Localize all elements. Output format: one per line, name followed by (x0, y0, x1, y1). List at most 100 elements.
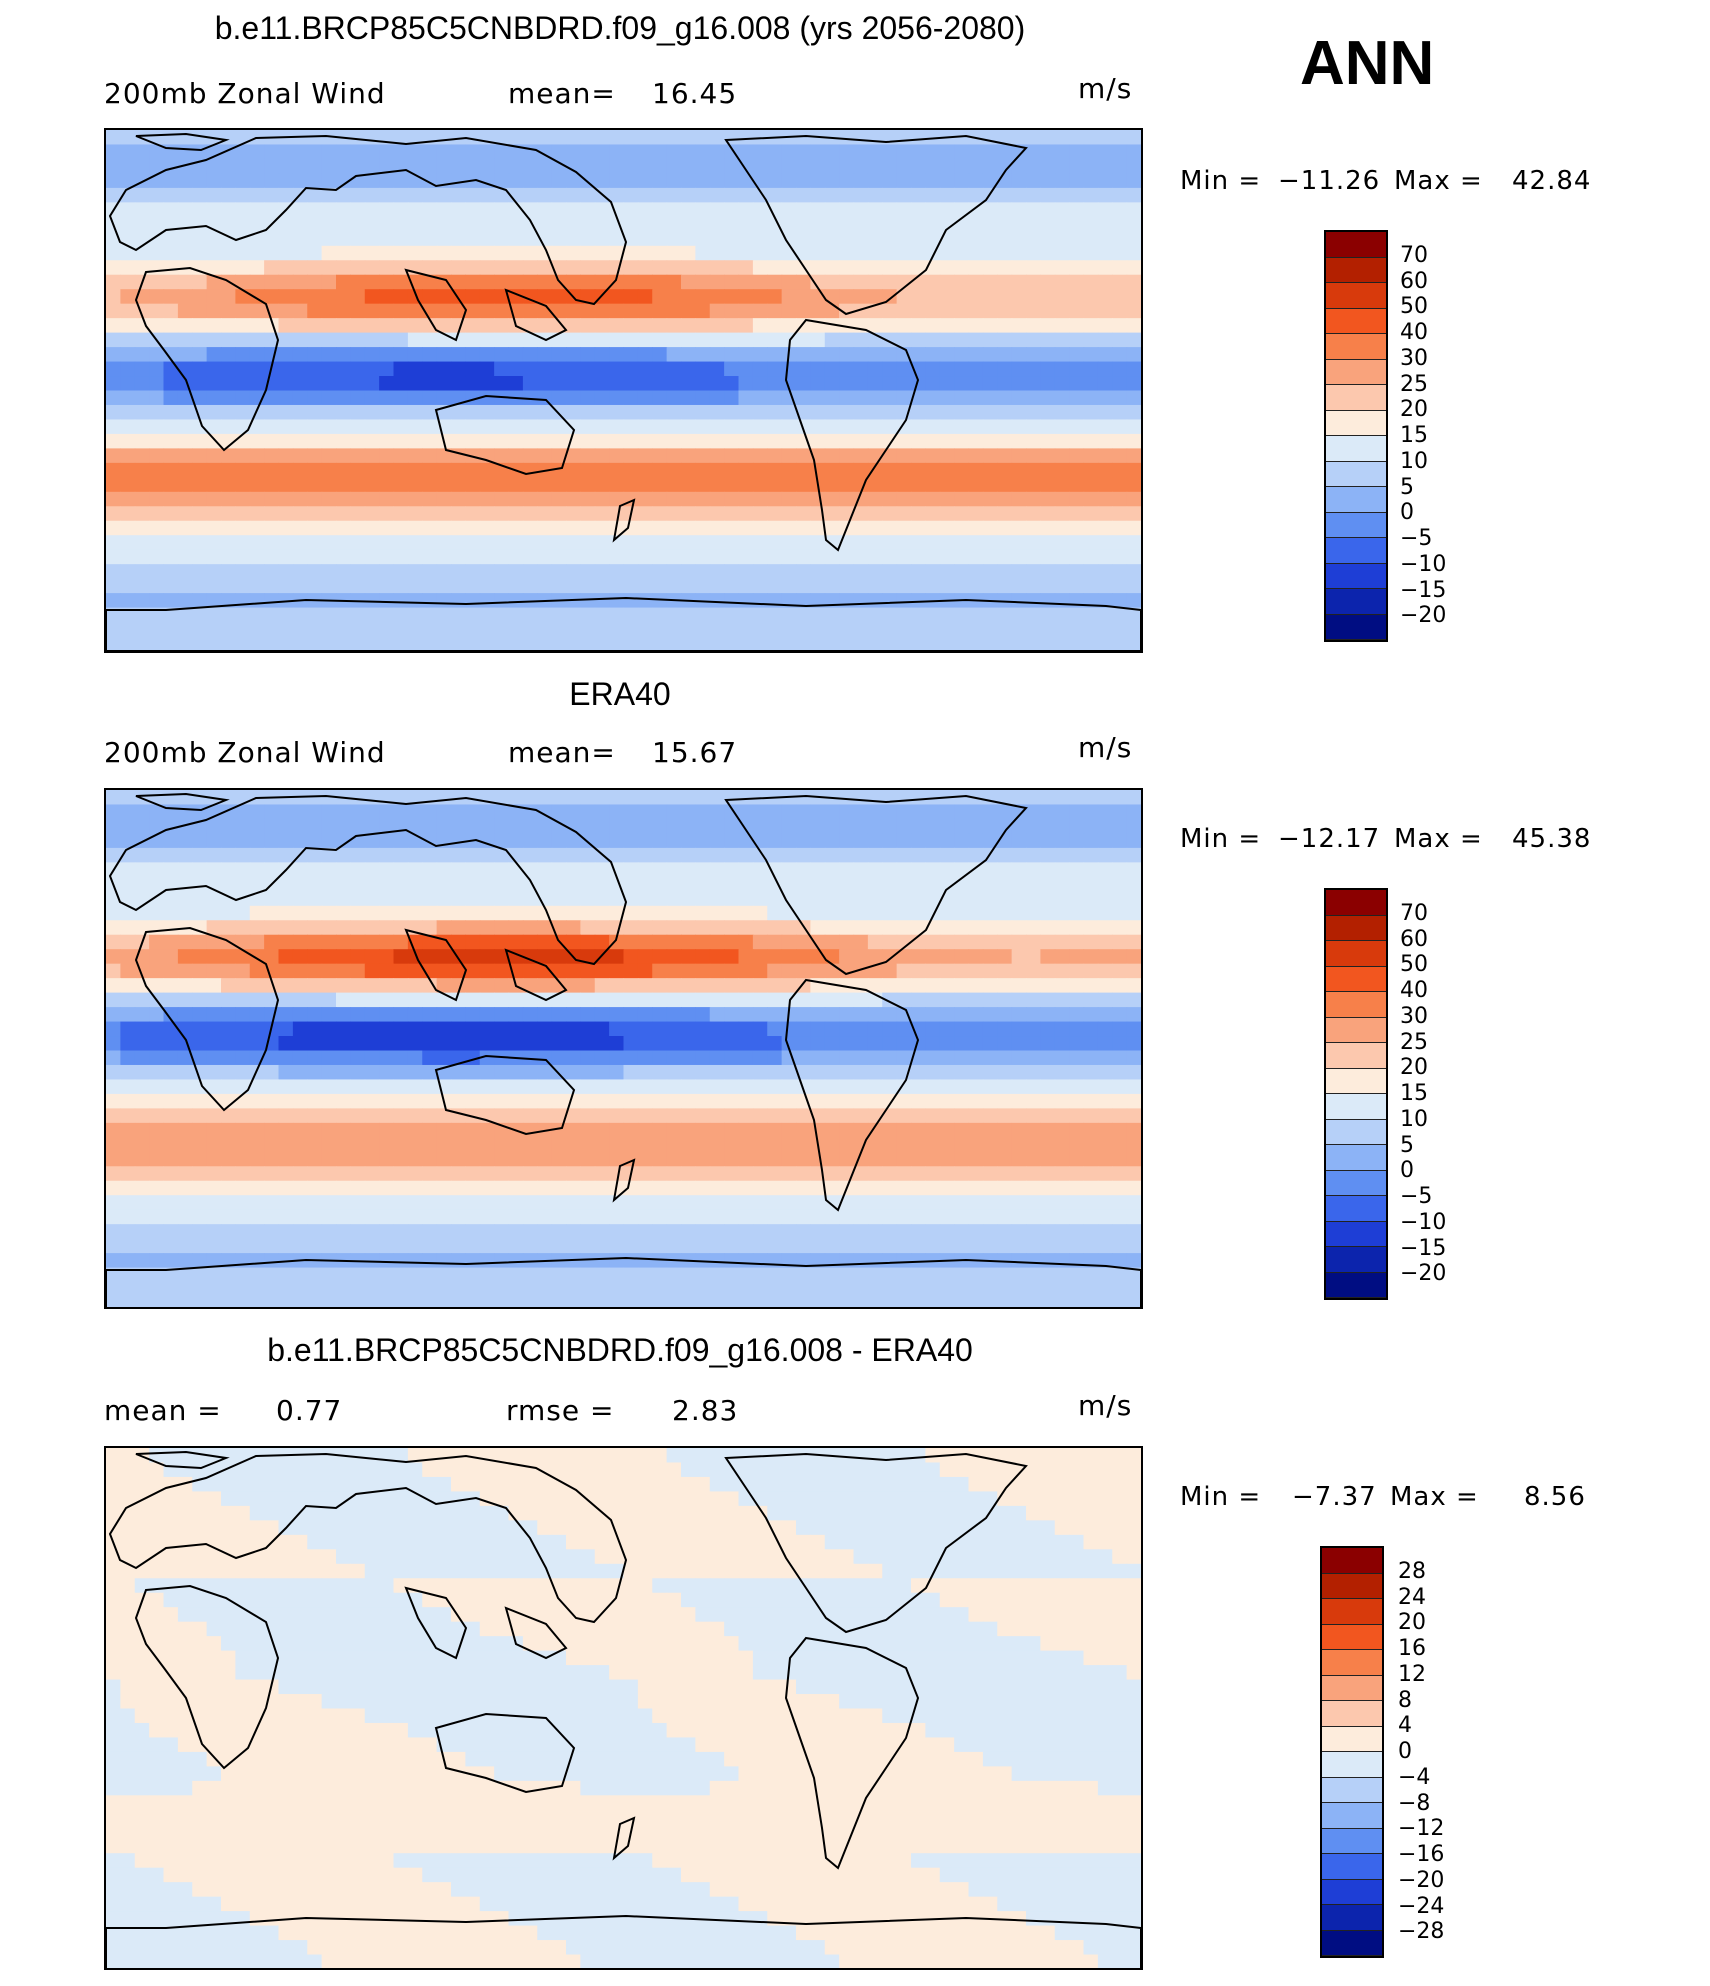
field-cell (364, 376, 380, 392)
field-cell (1069, 303, 1085, 319)
field-cell (724, 1093, 740, 1109)
field-cell (1054, 905, 1070, 921)
field-cell (666, 818, 682, 835)
field-cell (1097, 361, 1113, 377)
field-cell (350, 1050, 366, 1066)
field-cell (264, 1166, 280, 1182)
field-cell (393, 1093, 409, 1109)
field-cell (106, 260, 121, 276)
field-cell (134, 433, 150, 449)
field-cell (666, 564, 682, 580)
field-cell (479, 1079, 495, 1095)
field-cell (637, 1253, 653, 1269)
field-cell (1040, 804, 1056, 820)
field-cell (1112, 790, 1128, 806)
field-cell (264, 862, 280, 878)
field-cell (494, 318, 510, 334)
field-cell (134, 419, 150, 435)
field-cell (336, 1238, 351, 1254)
field-cell (192, 187, 208, 203)
field-cell (781, 274, 797, 290)
field-cell (407, 404, 423, 421)
field-cell (379, 1253, 395, 1269)
field-cell (1083, 477, 1099, 493)
field-cell (1097, 1166, 1113, 1182)
field-cell (968, 347, 984, 363)
field-cell (623, 332, 639, 348)
field-cell (1040, 419, 1056, 435)
colorbar-tick-label: −10 (1400, 551, 1447, 577)
field-cell (752, 506, 768, 522)
field-cell (206, 862, 222, 878)
field-cell (451, 376, 466, 392)
field-cell (968, 361, 984, 377)
field-cell (566, 404, 581, 421)
field-cell (422, 1007, 438, 1023)
field-cell (882, 506, 898, 522)
field-cell (709, 448, 725, 464)
field-cell (235, 1050, 251, 1066)
field-cell (594, 593, 610, 609)
field-cell (1054, 332, 1070, 348)
field-cell (594, 477, 610, 493)
field-cell (824, 506, 840, 522)
field-cell (882, 549, 898, 565)
field-cell (551, 506, 567, 522)
field-cell (321, 390, 337, 406)
field-cell (336, 361, 351, 377)
field-cell (1112, 202, 1128, 218)
field-cell (824, 144, 840, 160)
field-cell (537, 216, 553, 232)
field-cell (1069, 535, 1085, 551)
field-cell (551, 992, 567, 1008)
field-cell (911, 876, 926, 892)
field-cell (1011, 245, 1027, 261)
field-cell (1040, 216, 1056, 232)
field-cell (436, 130, 452, 146)
field-cell (235, 818, 251, 835)
field-cell (479, 274, 495, 290)
field-cell (1097, 790, 1113, 806)
field-cell (278, 260, 294, 276)
field-cell (407, 847, 423, 863)
field-cell (853, 202, 869, 218)
field-cell (508, 404, 524, 421)
field-cell (422, 1036, 438, 1052)
field-cell (321, 448, 337, 464)
field-cell (810, 260, 826, 276)
field-cell (206, 535, 222, 551)
field-cell (1026, 963, 1041, 979)
field-cell (1069, 1209, 1085, 1225)
field-cell (1011, 891, 1027, 907)
field-cell (911, 158, 926, 175)
field-cell (336, 347, 351, 363)
field-cell (695, 578, 711, 594)
field-cell (465, 216, 481, 232)
field-cell (451, 1007, 466, 1023)
field-cell (954, 448, 970, 464)
field-cell (1026, 332, 1041, 348)
field-cell (982, 1224, 998, 1240)
field-cell (1040, 934, 1056, 950)
field-cell (551, 636, 567, 651)
field-cell (465, 260, 481, 276)
field-cell (522, 491, 538, 507)
field-cell (896, 130, 912, 146)
field-cell (968, 187, 984, 203)
field-cell (867, 158, 883, 175)
field-cell (379, 260, 395, 276)
field-cell (1069, 934, 1085, 950)
field-cell (465, 202, 481, 218)
field-cell (580, 862, 596, 878)
field-cell (997, 1079, 1013, 1095)
field-cell (566, 636, 581, 651)
field-cell (407, 158, 423, 175)
field-cell (336, 260, 351, 276)
field-cell (379, 622, 395, 638)
field-cell (867, 818, 883, 835)
field-cell (609, 1007, 625, 1023)
field-cell (177, 506, 193, 522)
field-cell (1026, 978, 1041, 994)
field-cell (221, 920, 236, 936)
field-cell (637, 1108, 653, 1124)
